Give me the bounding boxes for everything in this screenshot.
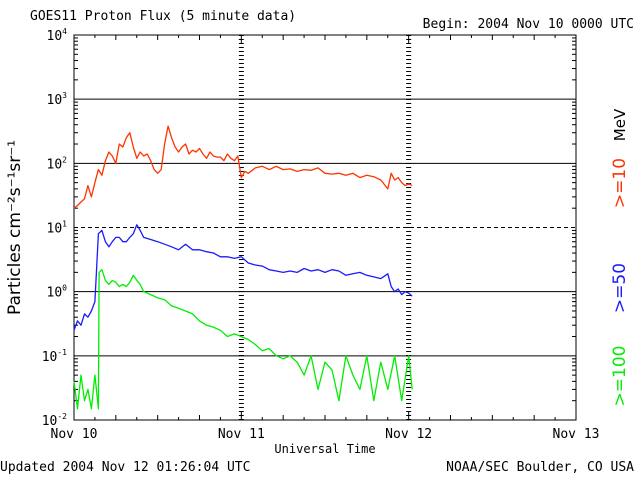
begin-time-label: Begin: 2004 Nov 10 0000 UTC <box>422 17 634 32</box>
x-tick-label: Nov 13 <box>553 427 600 442</box>
y-axis-label: Particles cm⁻²s⁻¹sr⁻¹ <box>5 140 25 315</box>
legend-entry: >=10 <box>610 158 630 208</box>
legend-unit: MeV <box>611 108 629 141</box>
series-line-100mev <box>73 269 413 410</box>
credit-label: NOAA/SEC Boulder, CO USA <box>446 460 634 475</box>
y-tick-label: 101 <box>47 220 68 237</box>
y-tick-label: 10-2 <box>42 412 67 429</box>
series-line-50mev <box>73 224 413 331</box>
y-tick-label: 104 <box>47 27 68 44</box>
x-tick-label: Nov 11 <box>218 427 265 442</box>
chart-title: GOES11 Proton Flux (5 minute data) <box>30 9 297 24</box>
y-tick-label: 10-1 <box>42 348 67 365</box>
y-tick-label: 103 <box>47 91 68 108</box>
x-tick-label: Nov 12 <box>385 427 432 442</box>
series-line-10mev <box>73 125 413 209</box>
legend-entry: >=50 <box>610 263 630 313</box>
x-tick-label: Nov 10 <box>51 427 98 442</box>
legend-entry: >=100 <box>610 346 630 407</box>
y-tick-label: 102 <box>47 155 68 172</box>
x-axis-label: Universal Time <box>274 442 375 456</box>
updated-timestamp: Updated 2004 Nov 12 01:26:04 UTC <box>0 460 251 475</box>
y-tick-label: 100 <box>47 284 68 301</box>
